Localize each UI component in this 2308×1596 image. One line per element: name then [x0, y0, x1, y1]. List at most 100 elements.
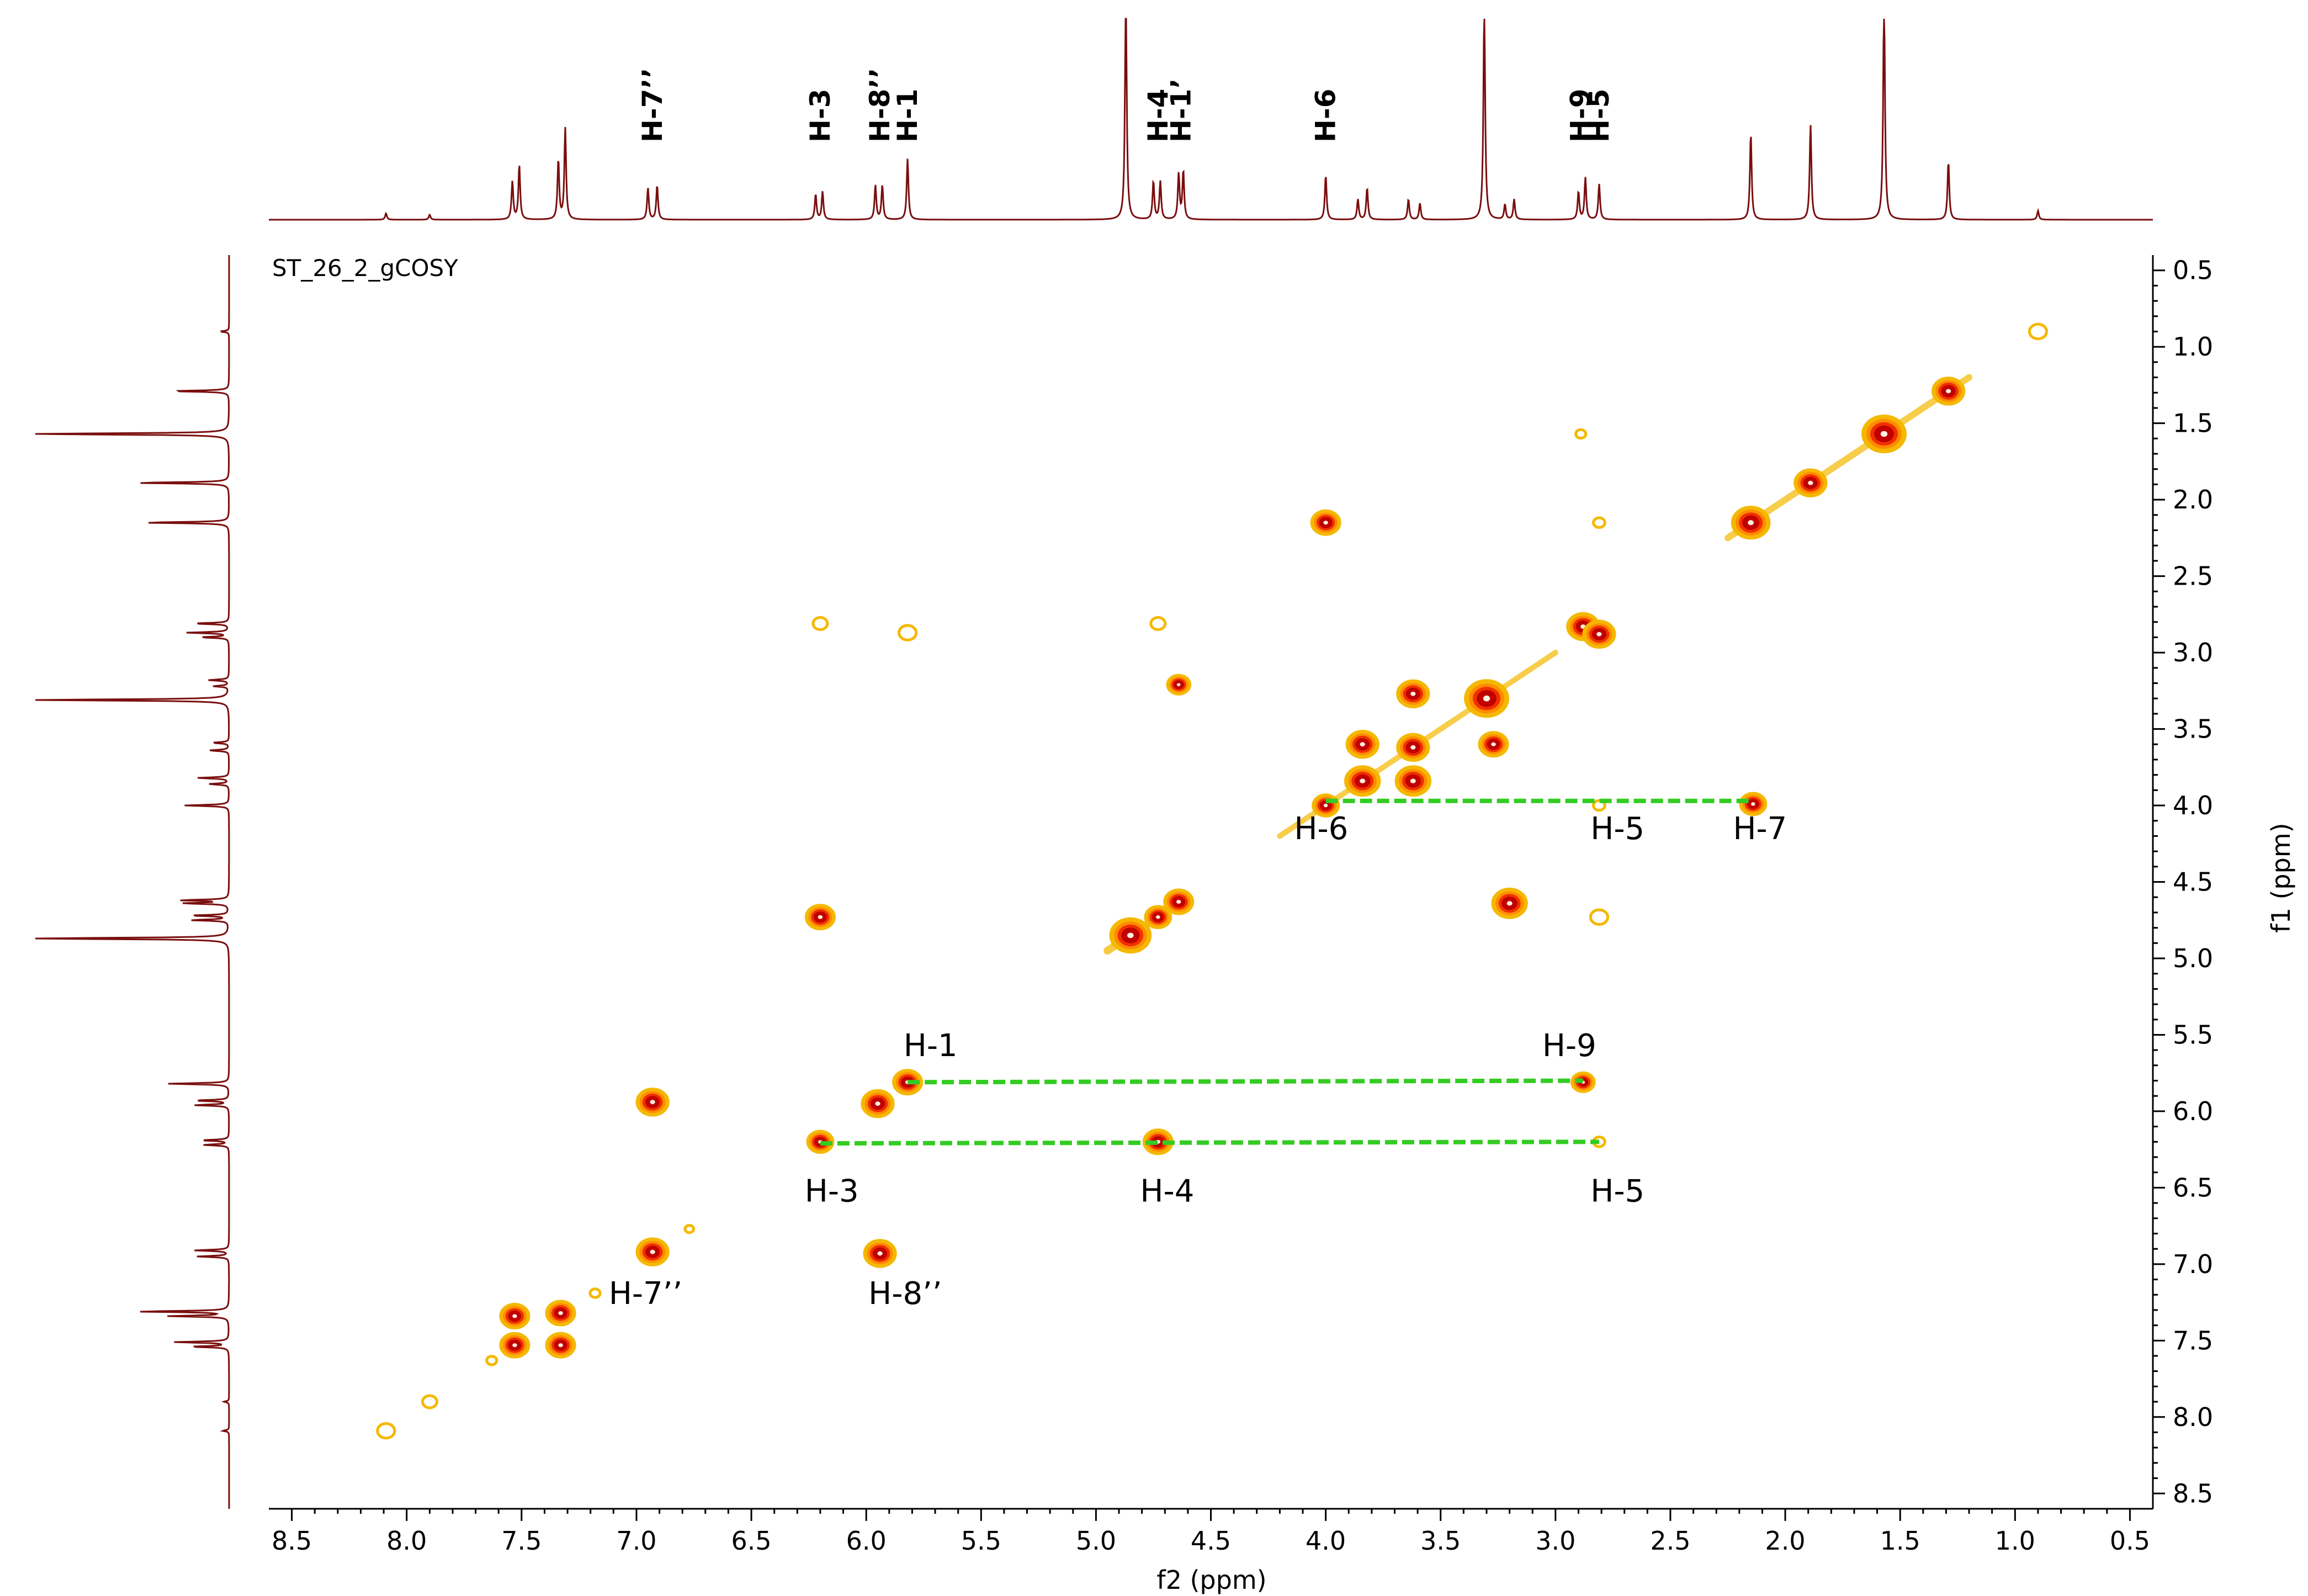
x-tick-label: 0.5: [2110, 1526, 2150, 1556]
cross-peak: [1861, 415, 1907, 453]
peak-label: H-7’’: [609, 1276, 683, 1312]
cross-peak: [1166, 674, 1191, 696]
x-tick-label: 8.5: [272, 1526, 312, 1556]
peak-label: H-7: [1733, 811, 1787, 847]
y-tick-label: 1.0: [2173, 332, 2213, 362]
top-spectrum-label: H-8’’: [864, 68, 896, 142]
y-tick-label: 3.0: [2173, 638, 2213, 667]
correlation-line: [908, 1078, 1583, 1085]
y-tick-label: 8.5: [2173, 1478, 2213, 1508]
cross-peak: [1589, 908, 1609, 926]
y-tick-label: 3.5: [2173, 714, 2213, 744]
cross-peak: [1794, 468, 1828, 497]
y-tick-label: 1.5: [2173, 409, 2213, 438]
cross-peak: [635, 1088, 670, 1117]
cross-peak: [1592, 799, 1606, 812]
top-spectrum-labels: H-7’’ H-3 H-8’’H-1 H-4H-1’ H-6 H-9H-5: [636, 68, 1615, 142]
y-tick-label: 2.0: [2173, 485, 2213, 515]
y-tick-label: 4.0: [2173, 791, 2213, 820]
cross-peak: [1570, 1071, 1596, 1093]
x-tick-label: 5.0: [1076, 1526, 1116, 1556]
peak-labels: H-6 H-5 H-7 H-1 H-9 H-3 H-4 H-5 H-7’’ H-8’’: [609, 811, 1787, 1312]
cross-peak: [499, 1332, 530, 1359]
x-tick-label: 8.0: [386, 1526, 427, 1556]
left-1d-spectrum: [35, 255, 230, 1509]
cross-peak: [1144, 905, 1172, 929]
x-tick-label: 2.5: [1650, 1526, 1690, 1556]
cross-peak: [1592, 516, 1606, 529]
peak-label: H-5: [1590, 1173, 1644, 1209]
y-tick-label: 2.5: [2173, 561, 2213, 591]
x-tick-label: 5.5: [961, 1526, 1001, 1556]
diagonal-streak: [1724, 374, 1973, 542]
cross-peak: [1149, 616, 1167, 631]
correlation-lines: [820, 798, 1753, 1146]
left-spectrum-trace: [35, 255, 230, 1509]
x-tick-label: 7.5: [501, 1526, 542, 1556]
cross-peak: [898, 624, 918, 641]
cross-peak: [811, 616, 829, 631]
y-tick-label: 7.0: [2173, 1249, 2213, 1279]
cross-peak: [683, 1224, 695, 1234]
y-tick-label: 8.0: [2173, 1402, 2213, 1432]
cross-peak: [1163, 888, 1195, 915]
y-tick-label: 6.0: [2173, 1096, 2213, 1126]
peak-label: H-1: [904, 1028, 958, 1064]
x-tick-label: 6.5: [731, 1526, 772, 1556]
y-tick-label: 6.5: [2173, 1173, 2213, 1202]
y-axis-title: f1 (ppm): [2266, 823, 2296, 932]
cross-peak: [863, 1239, 897, 1268]
cross-peak: [545, 1332, 576, 1359]
top-spectrum-label: H-5: [1583, 89, 1615, 142]
experiment-name: ST_26_2_gCOSY: [272, 254, 458, 282]
cross-peak: [1464, 679, 1509, 718]
cross-peak: [421, 1394, 438, 1409]
cross-peak: [588, 1287, 602, 1299]
cross-peak: [1491, 887, 1528, 919]
peak-label: H-5: [1590, 811, 1644, 847]
x-tick-label: 3.0: [1535, 1526, 1575, 1556]
top-spectrum-trace: [269, 18, 2153, 221]
x-tick-label: 7.0: [616, 1526, 656, 1556]
cross-peak: [1345, 730, 1380, 759]
y-tick-label: 5.0: [2173, 943, 2213, 973]
cross-peak: [1582, 619, 1616, 649]
cross-peak-contours: [376, 322, 2048, 1440]
x-tick-label: 4.5: [1191, 1526, 1231, 1556]
cross-peak: [2028, 322, 2048, 341]
cross-peak: [861, 1089, 895, 1118]
top-spectrum-label: H-9: [1565, 89, 1597, 142]
y-tick-label: 4.5: [2173, 867, 2213, 897]
cross-peak: [545, 1300, 576, 1327]
y-tick-label: 0.5: [2173, 256, 2213, 285]
peak-label: H-6: [1294, 811, 1348, 847]
x-tick-label: 3.5: [1420, 1526, 1461, 1556]
top-spectrum-label: H-6: [1310, 89, 1342, 142]
top-spectrum-label: H-7’’: [636, 68, 668, 142]
cross-peak: [806, 1130, 835, 1154]
top-spectrum-label: H-4: [1142, 89, 1174, 142]
axes: 8.5 8.0 7.5 7.0 6.5 6.0 5.5 5.0 4.5 4.0 3.5 3.0 2.5 2…: [269, 255, 2213, 1556]
top-spectrum-label: H-3: [804, 89, 836, 142]
y-tick-label: 7.5: [2173, 1325, 2213, 1355]
cross-peak: [1394, 765, 1432, 797]
top-1d-spectrum: [269, 18, 2153, 221]
cross-peak: [635, 1237, 670, 1266]
peak-label: H-9: [1542, 1028, 1596, 1064]
x-tick-label: 2.0: [1765, 1526, 1805, 1556]
top-spectrum-label: H-1: [892, 89, 924, 142]
cross-peak: [1731, 506, 1771, 540]
top-spectrum-label: H-1’: [1165, 78, 1197, 142]
peak-label: H-4: [1140, 1173, 1194, 1209]
cross-peak: [485, 1355, 498, 1366]
cross-peak: [1396, 733, 1430, 762]
x-tick-label: 4.0: [1306, 1526, 1346, 1556]
cross-peak: [804, 904, 836, 931]
cross-peak: [1396, 679, 1430, 709]
correlation-line: [820, 1139, 1599, 1146]
x-tick-label: 6.0: [846, 1526, 887, 1556]
x-tick-label: 1.0: [1995, 1526, 2035, 1556]
cross-peak: [1574, 428, 1588, 440]
y-tick-label: 5.5: [2173, 1020, 2213, 1050]
